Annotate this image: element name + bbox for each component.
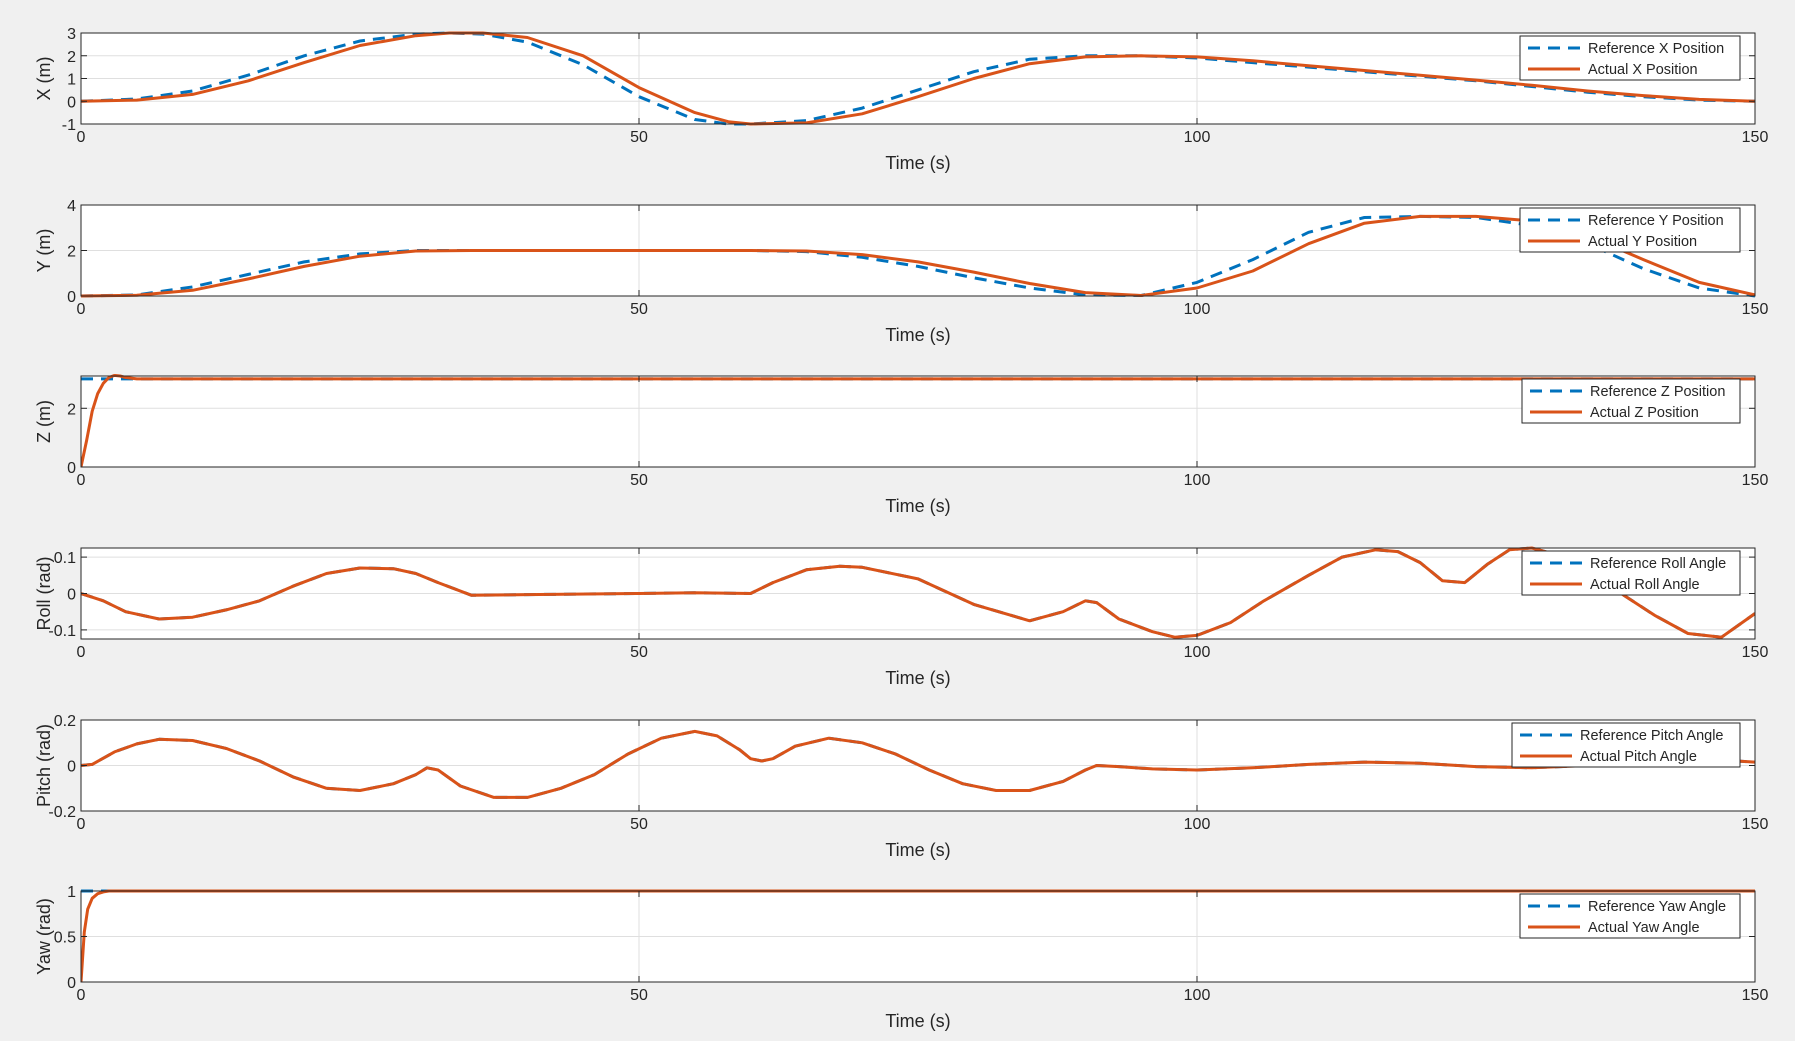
x-axis-label: Time (s) — [885, 496, 950, 516]
legend-entry: Actual Roll Angle — [1590, 577, 1700, 593]
subplot-2: 0 50 100 150 0 2 4 Time (s) Y (m) Reference Y Pos… — [34, 198, 1768, 345]
series-line-actual — [81, 31, 1755, 126]
legend: Reference X Position Actual X Position — [1519, 35, 1741, 81]
y-tick-label: 0.5 — [54, 930, 76, 947]
x-tick-label: 0 — [77, 129, 86, 146]
x-tick-label: 0 — [77, 644, 86, 661]
x-tick-label: 0 — [77, 816, 86, 833]
x-tick-label: 150 — [1742, 472, 1769, 489]
legend-entry: Actual Yaw Angle — [1588, 920, 1700, 936]
legend-box — [1511, 722, 1741, 768]
legend-entry: Actual Pitch Angle — [1580, 749, 1697, 765]
legend-entry: Reference Y Position — [1588, 213, 1724, 229]
legend-entry: Actual Y Position — [1588, 234, 1697, 250]
x-tick-label: 0 — [77, 301, 86, 318]
y-axis-label: Pitch (rad) — [34, 724, 54, 807]
x-tick-label: 50 — [630, 129, 648, 146]
legend-entry: Actual X Position — [1588, 62, 1698, 78]
x-tick-label: 100 — [1184, 644, 1211, 661]
x-tick-label: 50 — [630, 987, 648, 1004]
subplot-6: 0 50 100 150 0 0.5 1 Time (s) Yaw (rad) Reference… — [34, 884, 1768, 1031]
legend: Reference Yaw Angle Actual Yaw Angle — [1519, 893, 1741, 939]
y-tick-label: 0 — [67, 289, 76, 306]
series-line-reference — [81, 214, 1755, 298]
x-tick-label: 150 — [1742, 816, 1769, 833]
y-axis-label: Y (m) — [34, 229, 54, 273]
x-axis-label: Time (s) — [885, 840, 950, 860]
y-tick-label: 0 — [67, 460, 76, 477]
x-tick-label: 150 — [1742, 129, 1769, 146]
y-tick-label: 3 — [67, 26, 76, 43]
legend: Reference Y Position Actual Y Position — [1519, 207, 1741, 253]
x-tick-label: 100 — [1184, 987, 1211, 1004]
y-axis-label: Z (m) — [34, 400, 54, 443]
x-tick-label: 100 — [1184, 472, 1211, 489]
x-tick-label: 50 — [630, 301, 648, 318]
x-tick-label: 100 — [1184, 301, 1211, 318]
x-tick-label: 150 — [1742, 987, 1769, 1004]
y-tick-label: 0 — [67, 759, 76, 776]
y-tick-label: 2 — [67, 244, 76, 261]
x-tick-label: 150 — [1742, 301, 1769, 318]
legend-entry: Reference Z Position — [1590, 384, 1725, 400]
x-tick-label: 100 — [1184, 129, 1211, 146]
legend: Reference Pitch Angle Actual Pitch Angle — [1511, 722, 1741, 768]
legend-box — [1519, 893, 1741, 939]
y-tick-label: 0.1 — [54, 550, 76, 567]
legend-box — [1521, 378, 1741, 424]
x-tick-label: 0 — [77, 472, 86, 489]
y-tick-label: 2 — [67, 49, 76, 66]
legend: Reference Z Position Actual Z Position — [1521, 378, 1741, 424]
x-tick-label: 100 — [1184, 816, 1211, 833]
legend-entry: Reference X Position — [1588, 41, 1724, 57]
x-axis-label: Time (s) — [885, 1011, 950, 1031]
legend-box — [1519, 207, 1741, 253]
x-tick-label: 50 — [630, 816, 648, 833]
legend: Reference Roll Angle Actual Roll Angle — [1521, 550, 1741, 596]
series-line-actual — [81, 546, 1755, 639]
plot-area — [81, 376, 1755, 467]
y-tick-label: 0 — [67, 94, 76, 111]
y-tick-label: 0.2 — [54, 713, 76, 730]
y-axis-label: X (m) — [34, 57, 54, 101]
y-tick-label: 1 — [67, 884, 76, 901]
legend-entry: Actual Z Position — [1590, 405, 1699, 421]
y-tick-label: 1 — [67, 72, 76, 89]
y-tick-label: 0 — [67, 975, 76, 992]
y-tick-label: -0.1 — [48, 623, 76, 640]
x-axis-label: Time (s) — [885, 325, 950, 345]
series-line-actual — [81, 729, 1755, 799]
y-axis-label: Yaw (rad) — [34, 898, 54, 975]
legend-entry: Reference Pitch Angle — [1580, 728, 1723, 744]
series-line-actual — [81, 214, 1755, 298]
subplot-3: 0 50 100 150 0 2 Time (s) Z (m) Reference Z Posi… — [34, 374, 1769, 516]
legend-entry: Reference Yaw Angle — [1588, 899, 1726, 915]
series-line-reference — [81, 31, 1755, 126]
legend-box — [1521, 550, 1741, 596]
x-tick-label: 50 — [630, 472, 648, 489]
y-tick-label: 2 — [67, 401, 76, 418]
y-tick-label: -1 — [62, 117, 76, 134]
y-tick-label: 4 — [67, 198, 76, 215]
y-tick-label: 0 — [67, 587, 76, 604]
x-axis-label: Time (s) — [885, 153, 950, 173]
x-tick-label: 150 — [1742, 644, 1769, 661]
x-tick-label: 0 — [77, 987, 86, 1004]
y-axis-label: Roll (rad) — [34, 556, 54, 630]
legend-box — [1519, 35, 1741, 81]
y-tick-label: -0.2 — [48, 804, 76, 821]
series-line-actual — [81, 374, 1755, 468]
legend-entry: Reference Roll Angle — [1590, 556, 1726, 572]
x-tick-label: 50 — [630, 644, 648, 661]
x-axis-label: Time (s) — [885, 668, 950, 688]
axes-box — [80, 375, 1756, 468]
